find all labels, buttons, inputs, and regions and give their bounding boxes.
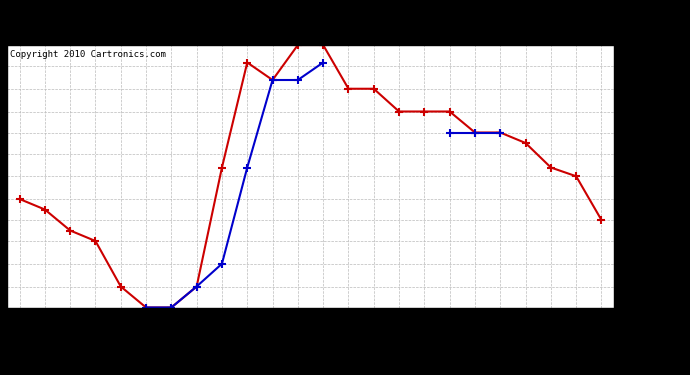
Text: Copyright 2010 Cartronics.com: Copyright 2010 Cartronics.com — [10, 50, 166, 59]
Title: Outdoor Temperature (vs) Wind Chill (Last 24 Hours) 20100730: Outdoor Temperature (vs) Wind Chill (Las… — [68, 27, 553, 42]
